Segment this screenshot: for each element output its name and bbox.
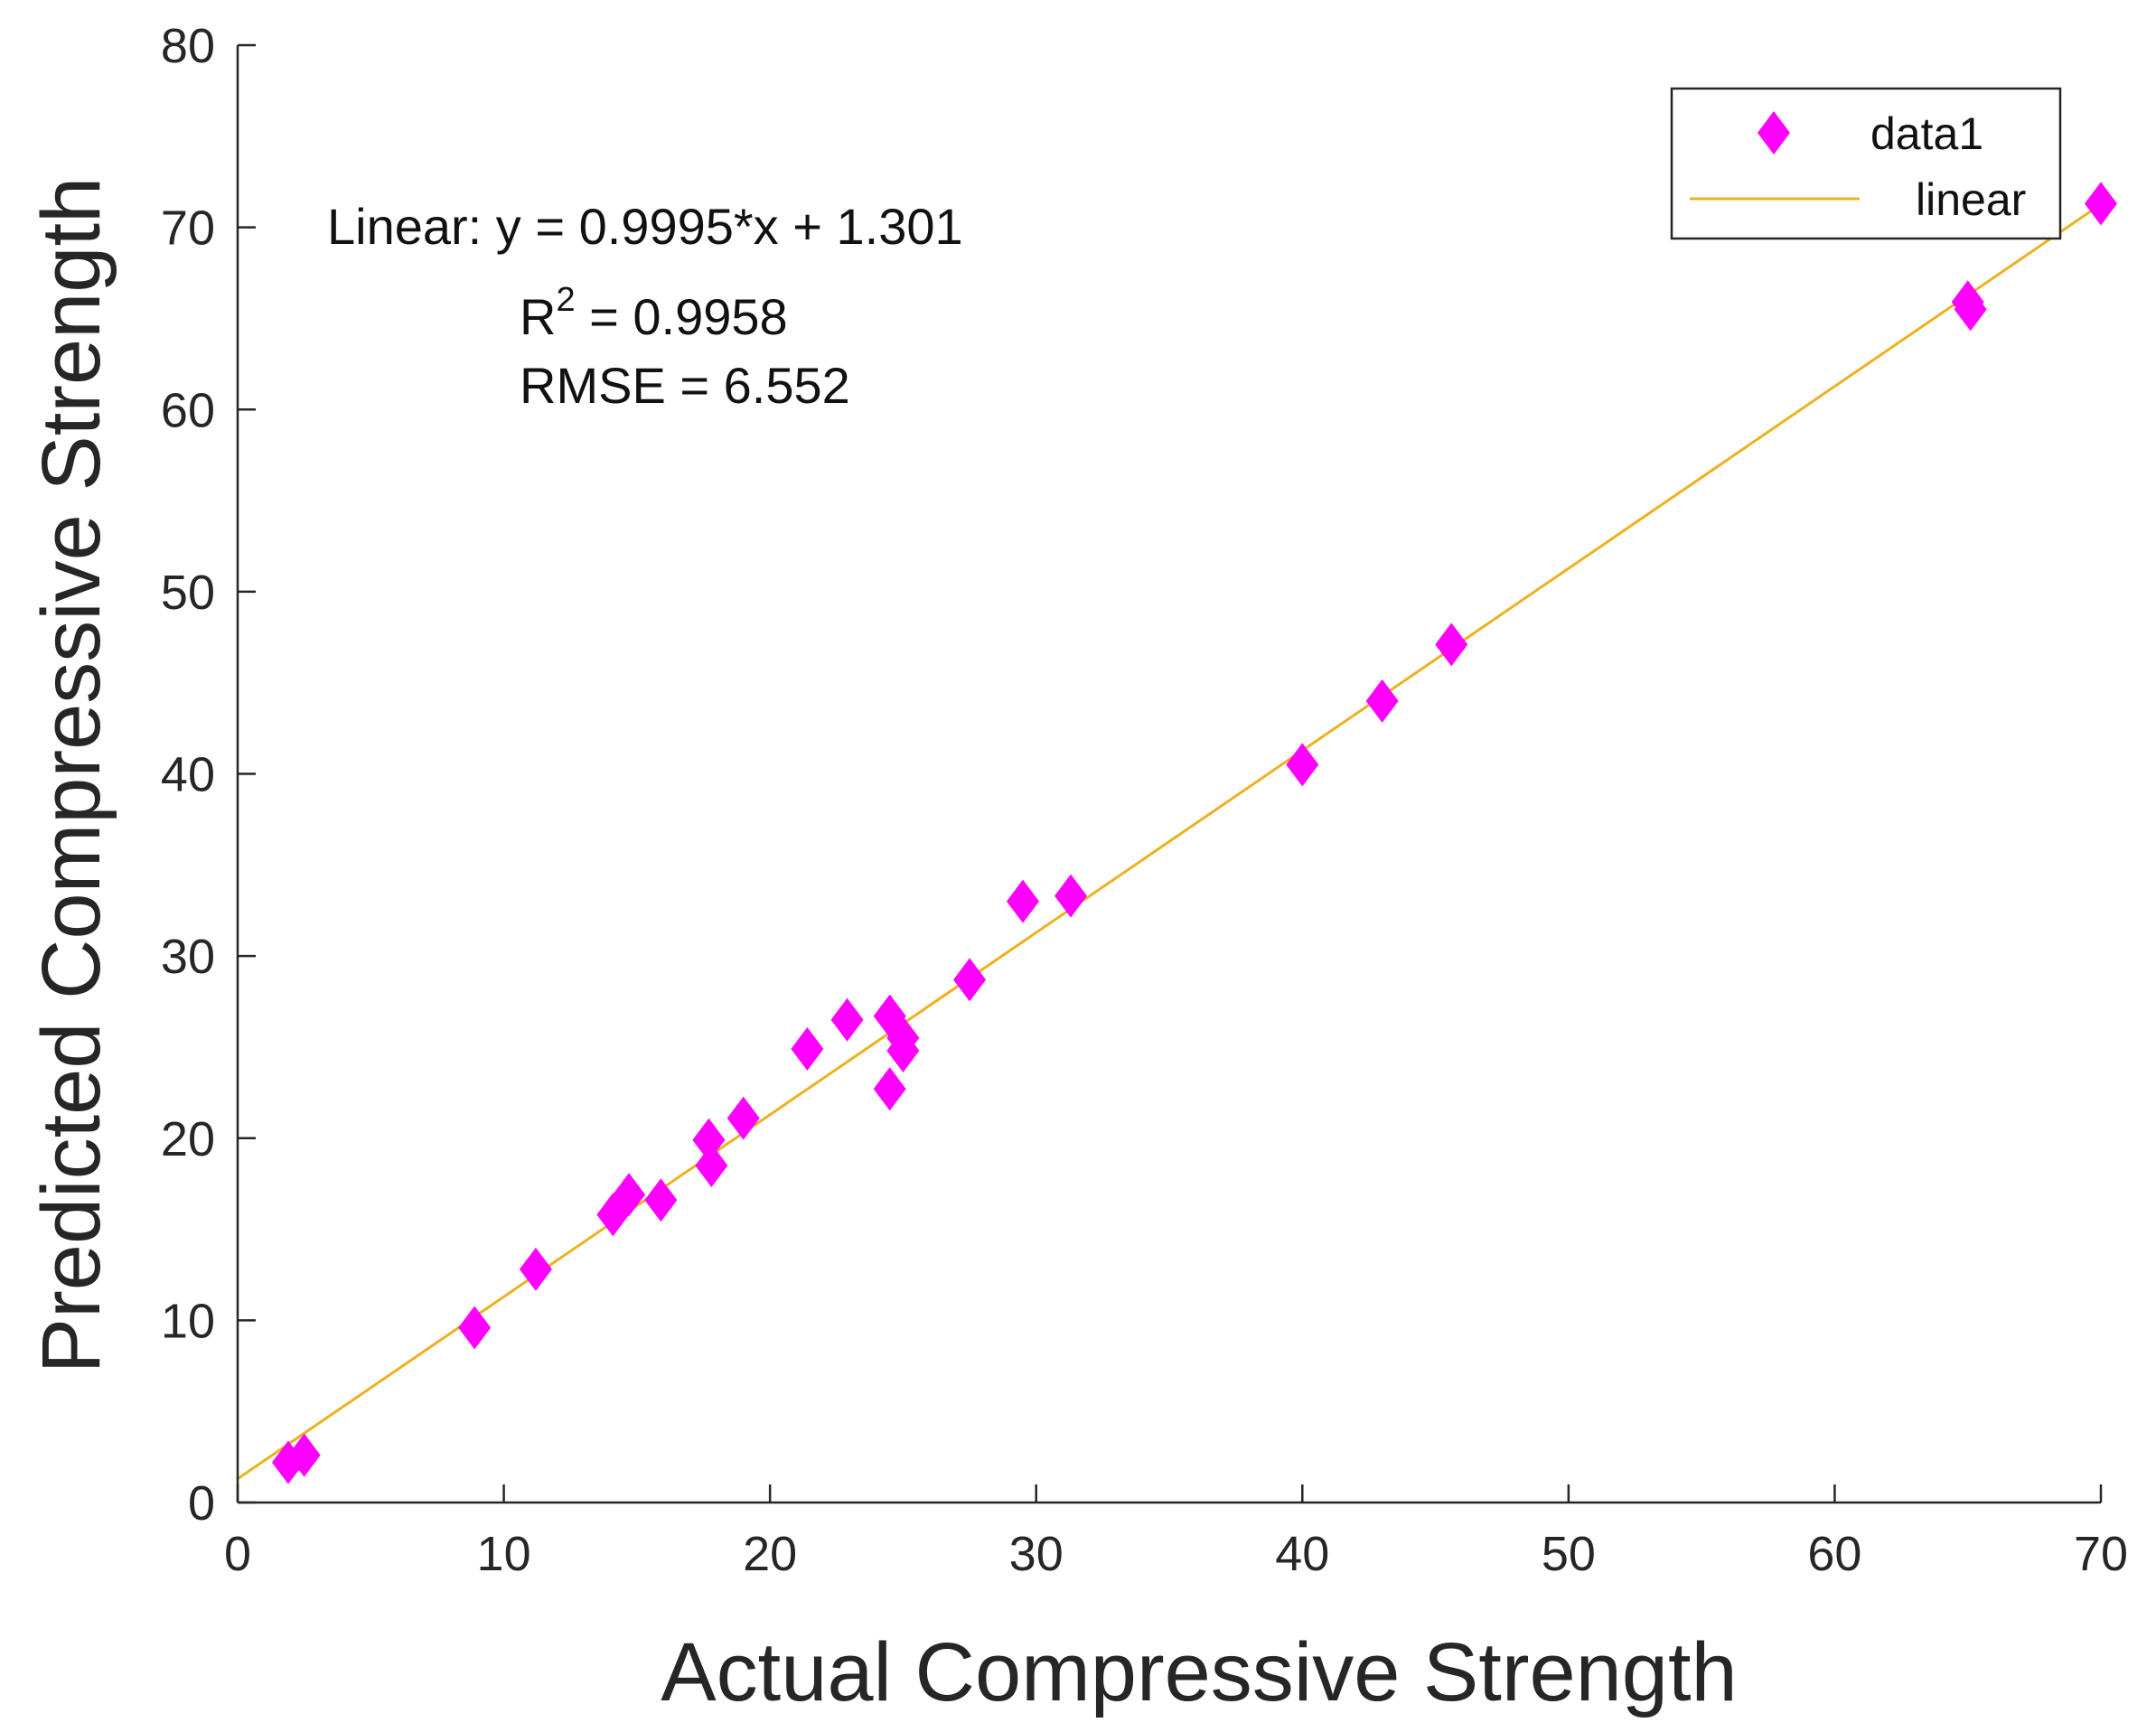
y-tick-label: 50 (161, 566, 215, 620)
data-points (271, 182, 2117, 1484)
r2-superscript: 2 (556, 281, 575, 319)
data-point (953, 958, 987, 1002)
y-tick-label: 20 (161, 1112, 215, 1166)
rmse-text: RMSE = 6.552 (520, 357, 850, 414)
data-point (886, 1028, 920, 1072)
r2-value: = 0.9958 (576, 288, 788, 345)
data-point (1055, 874, 1088, 918)
legend-label-data1: data1 (1870, 108, 1983, 159)
x-tick-label: 50 (1542, 1527, 1596, 1581)
y-tick-label: 80 (161, 19, 215, 73)
r2-prefix: R (520, 288, 556, 345)
tick-labels: 0 10 20 30 40 50 60 70 0 10 20 30 40 50 60 70 80 (161, 19, 2128, 1581)
x-tick-label: 60 (1807, 1527, 1861, 1581)
legend-label-linear: linear (1916, 174, 2026, 225)
x-tick-label: 0 (224, 1527, 251, 1581)
data-point (613, 1173, 646, 1217)
x-tick-label: 40 (1275, 1527, 1329, 1581)
y-tick-label: 0 (188, 1476, 215, 1531)
data-point (830, 997, 864, 1042)
data-point (695, 1143, 728, 1187)
data-point (519, 1247, 552, 1291)
x-axis-label: Actual Compressive Strength (661, 1626, 1737, 1718)
r-squared-text: R2 = 0.9958 (520, 281, 788, 345)
data-point (1286, 743, 1319, 787)
data-point (1435, 623, 1468, 667)
data-point (873, 1067, 906, 1111)
data-point (2085, 182, 2117, 226)
y-tick-label: 30 (161, 930, 215, 984)
x-tick-label: 30 (1009, 1527, 1064, 1581)
fit-annotation: Linear: y = 0.9995*x + 1.301 R2 = 0.9958… (327, 198, 963, 414)
data-point (692, 1118, 726, 1162)
data-point (726, 1096, 760, 1140)
axes (236, 43, 2103, 1504)
y-axis-label: Predicted Compressive Strength (25, 177, 117, 1373)
equation-text: Linear: y = 0.9995*x + 1.301 (327, 198, 963, 255)
legend-box (1670, 87, 2062, 240)
data-point (644, 1178, 678, 1222)
x-tick-label: 20 (743, 1527, 797, 1581)
y-tick-label: 10 (161, 1294, 215, 1348)
y-tick-label: 60 (161, 383, 215, 437)
data-point (287, 1433, 321, 1477)
data-point (791, 1026, 824, 1071)
y-tick-label: 40 (161, 748, 215, 802)
x-tick-label: 10 (477, 1527, 531, 1581)
data-point (1006, 879, 1039, 923)
legend: data1 linear (1670, 87, 2062, 240)
data-point (458, 1306, 492, 1350)
data-point (1954, 287, 1987, 332)
legend-diamond-marker (1758, 111, 1790, 154)
data-point (1365, 679, 1399, 723)
y-tick-label: 70 (161, 201, 215, 256)
x-tick-label: 70 (2074, 1527, 2128, 1581)
